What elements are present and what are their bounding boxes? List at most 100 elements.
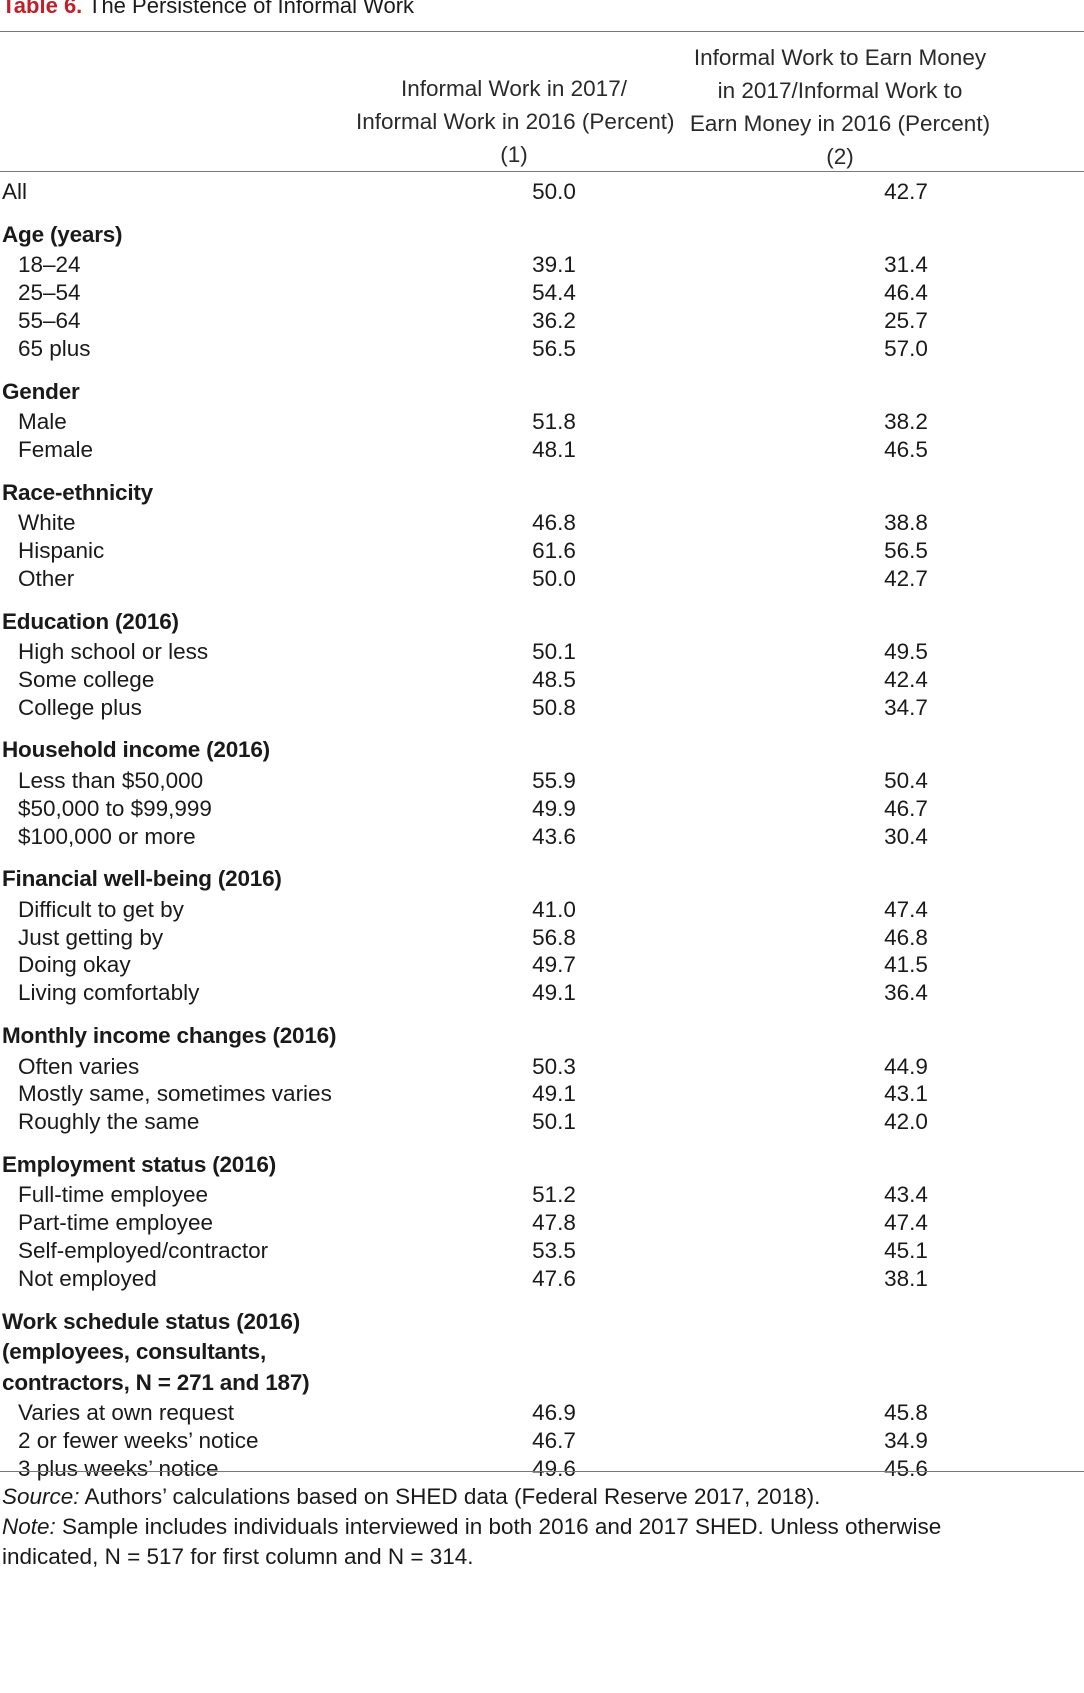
cell-column-1: 49.1 [532,980,576,1006]
row-label: 2 or fewer weeks’ notice [18,1427,259,1453]
cell-column-2: 34.9 [884,1427,928,1453]
cell-column-1: 55.9 [532,767,576,793]
cell-column-1: 46.8 [532,510,576,536]
row-label: 18–24 [18,252,81,278]
table-row: 3 plus weeks’ notice 49.6 45.6 [0,1454,1084,1484]
top-rule [0,31,1084,32]
column-1-header-number: (1) [500,142,528,167]
table-row: Roughly the same 50.1 42.0 [0,1107,1084,1137]
cell-column-1: 61.6 [532,537,576,563]
cell-column-2: 42.0 [884,1109,928,1135]
table-section-header: Work schedule status (2016) [0,1307,1084,1337]
row-label: 65 plus [18,335,91,361]
column-2-header-line: in 2017/Informal Work to [717,78,963,103]
note-text: Sample includes individuals interviewed … [55,1514,942,1539]
cell-column-2: 42.7 [884,179,928,204]
row-label: Full-time employee [18,1182,209,1208]
table-row: Male 51.8 38.2 [0,407,1084,437]
row-label: Roughly the same [18,1109,200,1135]
cell-column-2: 42.7 [884,565,928,591]
table-section-header: Household income (2016) [0,735,1084,765]
cell-column-2: 45.6 [884,1455,928,1481]
table-row: $100,000 or more 43.6 30.4 [0,822,1084,852]
row-label: Other [18,565,75,591]
row-label: Just getting by [18,924,164,950]
table-row: All 50.0 42.7 [0,177,1084,207]
cell-column-2: 57.0 [884,335,928,361]
table-section-header: Gender [0,377,1084,407]
table-section-header: Age (years) [0,220,1084,250]
cell-column-2: 43.1 [884,1081,928,1107]
column-2-header: Informal Work to Earn Money in 2017/Info… [682,41,998,173]
bottom-rule [0,1471,1084,1472]
row-label: Female [18,436,94,462]
column-1-header: Informal Work in 2017/ Informal Work in … [356,72,675,171]
table-row: 18–24 39.1 31.4 [0,250,1084,280]
table-section-header: Monthly income changes (2016) [0,1021,1084,1051]
cell-column-1: 41.0 [532,896,576,922]
table-row: 2 or fewer weeks’ notice 46.7 34.9 [0,1426,1084,1456]
cell-column-1: 49.1 [532,1081,576,1107]
table-title-text: The Persistence of Informal Work [82,0,415,18]
section-label: Age (years) [2,221,123,247]
cell-column-2: 44.9 [884,1053,928,1079]
source-text: Authors’ calculations based on SHED data… [79,1484,821,1509]
cell-column-1: 53.5 [532,1238,576,1263]
row-label: $100,000 or more [18,823,196,849]
cell-column-2: 47.4 [884,1210,928,1236]
cell-column-1: 49.7 [532,952,576,978]
table-row: $50,000 to $99,999 49.9 46.7 [0,794,1084,824]
column-2-header-number: (2) [826,144,854,169]
section-label: Household income (2016) [2,737,270,763]
cell-column-2: 46.4 [884,280,928,306]
table-row: Often varies 50.3 44.9 [0,1052,1084,1082]
row-label: All [2,179,28,204]
table-row: High school or less 50.1 49.5 [0,637,1084,667]
cell-column-2: 43.4 [884,1182,928,1208]
cell-column-1: 46.7 [532,1427,576,1453]
table-row: Difficult to get by 41.0 47.4 [0,895,1084,925]
row-label: Mostly same, sometimes varies [18,1081,332,1107]
cell-column-2: 46.5 [884,436,928,462]
cell-column-1: 47.6 [532,1265,576,1291]
cell-column-2: 45.8 [884,1400,928,1426]
cell-column-2: 38.1 [884,1265,928,1291]
table-row: Varies at own request 46.9 45.8 [0,1398,1084,1428]
column-1-header-line: Informal Work in 2016 (Percent) [356,109,675,134]
table-row: Some college 48.5 42.4 [0,665,1084,695]
cell-column-1: 56.8 [532,924,576,950]
table-number-label: Table 6. [2,0,83,18]
header-rule [0,171,1084,172]
cell-column-1: 50.1 [532,1109,576,1135]
cell-column-1: 48.1 [532,436,576,462]
row-label: Self-employed/contractor [18,1238,269,1263]
cell-column-2: 42.4 [884,666,928,692]
cell-column-1: 49.6 [532,1455,576,1481]
cell-column-2: 38.2 [884,409,928,434]
cell-column-1: 49.9 [532,795,576,821]
note-label: Note: [2,1514,56,1539]
row-label: Doing okay [18,952,131,978]
source-label: Source: [2,1484,80,1509]
table-title: Table 6. The Persistence of Informal Wor… [2,0,414,19]
cell-column-1: 54.4 [532,280,576,306]
cell-column-1: 50.1 [532,639,576,664]
table-row: Other 50.0 42.7 [0,564,1084,594]
section-label: Work schedule status (2016) [2,1308,301,1334]
row-label: Living comfortably [18,980,200,1006]
table-section-header: Financial well-being (2016) [0,864,1084,894]
table-row: White 46.8 38.8 [0,508,1084,538]
cell-column-2: 45.1 [884,1238,928,1263]
row-label: 25–54 [18,280,81,306]
table-row: 65 plus 56.5 57.0 [0,334,1084,364]
section-label: (employees, consultants, [2,1339,267,1365]
table-row: Mostly same, sometimes varies 49.1 43.1 [0,1079,1084,1109]
row-label: $50,000 to $99,999 [18,795,212,821]
column-2-header-line: Earn Money in 2016 (Percent) [689,111,991,136]
table-row: Part-time employee 47.8 47.4 [0,1208,1084,1238]
cell-column-2: 56.5 [884,537,928,563]
section-label: Education (2016) [2,608,179,634]
cell-column-1: 39.1 [532,252,576,278]
